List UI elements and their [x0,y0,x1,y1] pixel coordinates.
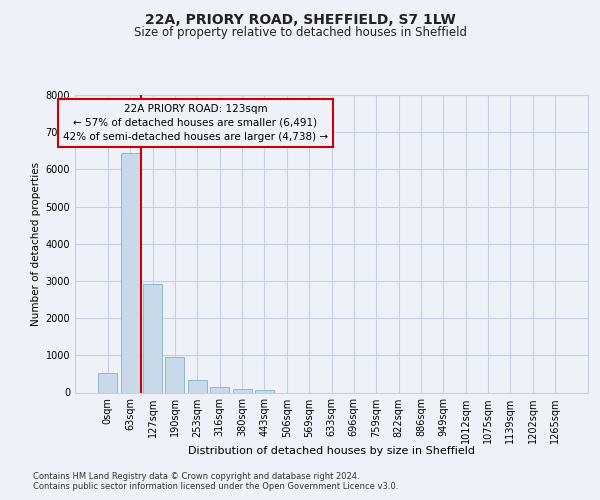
X-axis label: Distribution of detached houses by size in Sheffield: Distribution of detached houses by size … [188,446,475,456]
Text: Size of property relative to detached houses in Sheffield: Size of property relative to detached ho… [133,26,467,39]
Bar [98,373,118,392]
Bar [210,386,229,392]
Bar [166,357,184,392]
Y-axis label: Number of detached properties: Number of detached properties [31,162,41,326]
Bar [188,380,207,392]
Bar [255,390,274,392]
Bar [121,154,140,392]
Text: 22A, PRIORY ROAD, SHEFFIELD, S7 1LW: 22A, PRIORY ROAD, SHEFFIELD, S7 1LW [145,12,455,26]
Text: 22A PRIORY ROAD: 123sqm
← 57% of detached houses are smaller (6,491)
42% of semi: 22A PRIORY ROAD: 123sqm ← 57% of detache… [63,104,328,142]
Bar [143,284,162,393]
Text: Contains public sector information licensed under the Open Government Licence v3: Contains public sector information licen… [33,482,398,491]
Bar [233,389,251,392]
Text: Contains HM Land Registry data © Crown copyright and database right 2024.: Contains HM Land Registry data © Crown c… [33,472,359,481]
